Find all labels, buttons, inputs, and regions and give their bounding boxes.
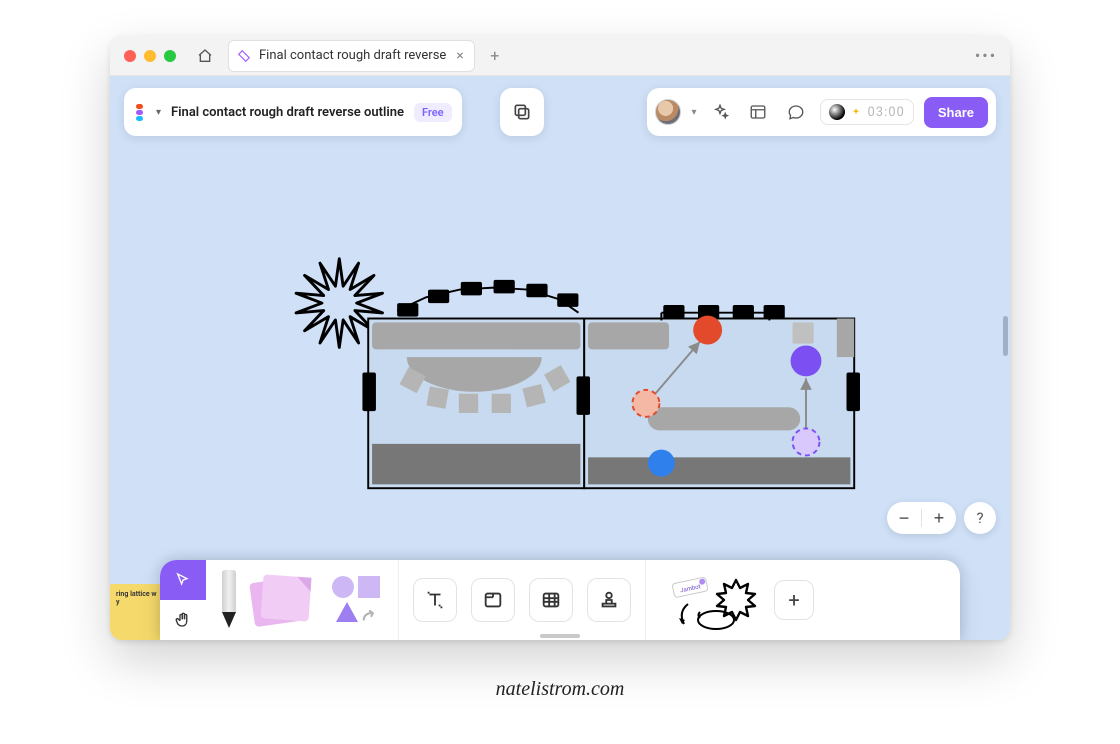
hand-tool[interactable]: [160, 600, 206, 640]
record-icon: [829, 104, 845, 120]
section-tool[interactable]: [471, 578, 515, 622]
canvas[interactable]: ▾ Final contact rough draft reverse outl…: [110, 76, 1010, 640]
tool-section-draw: [206, 560, 398, 640]
pointer-tool[interactable]: [160, 560, 206, 600]
plan-badge: Free: [414, 103, 452, 122]
new-tab-button[interactable]: +: [481, 42, 509, 70]
file-title: Final contact rough draft reverse outlin…: [171, 105, 404, 120]
zoom-controls: − +: [887, 502, 956, 534]
chevron-down-icon[interactable]: ▾: [156, 107, 161, 118]
file-chip[interactable]: ▾ Final contact rough draft reverse outl…: [124, 88, 462, 136]
tool-section-structure: [398, 560, 645, 640]
tool-section-widgets: Jambot +: [645, 560, 828, 640]
sticky-note-left[interactable]: ring lattice w y: [110, 584, 164, 640]
duplicate-button[interactable]: [500, 88, 544, 136]
more-tools-button[interactable]: +: [774, 580, 814, 620]
figjam-icon: [237, 49, 251, 63]
user-avatar[interactable]: [655, 99, 681, 125]
window-close-button[interactable]: [124, 50, 136, 62]
tab-close-icon[interactable]: ×: [454, 48, 465, 64]
text-tool[interactable]: [413, 578, 457, 622]
bottom-toolbar: Jambot +: [160, 560, 960, 640]
sticky-left-text: ring lattice w y: [116, 590, 157, 606]
window-menu-button[interactable]: •••: [970, 42, 1002, 70]
pencil-tool[interactable]: [220, 570, 238, 630]
comment-button[interactable]: [782, 98, 810, 126]
collab-toolbar: ▾ 03:00 Share: [647, 88, 996, 136]
tab-title: Final contact rough draft reverse: [259, 48, 446, 63]
widget-preview[interactable]: Jambot: [660, 570, 760, 630]
help-button[interactable]: ?: [964, 502, 996, 534]
home-button[interactable]: [188, 42, 222, 70]
stamp-tool[interactable]: [587, 578, 631, 622]
table-tool[interactable]: [529, 578, 573, 622]
zoom-in-button[interactable]: +: [922, 502, 956, 534]
figma-logo-icon: [136, 104, 150, 121]
vertical-scrollbar[interactable]: [1003, 316, 1008, 356]
window-title-bar: Final contact rough draft reverse × + ••…: [110, 36, 1010, 76]
avatar-chevron-icon[interactable]: ▾: [691, 107, 696, 118]
traffic-lights: [118, 50, 182, 62]
shapes-tool[interactable]: [328, 574, 384, 626]
sparkle-icon: [851, 107, 861, 117]
sticky-note-tool[interactable]: [252, 574, 314, 626]
drawing-floorplan[interactable]: [320, 256, 830, 506]
window-maximize-button[interactable]: [164, 50, 176, 62]
app-window: Final contact rough draft reverse × + ••…: [110, 36, 1010, 640]
share-button[interactable]: Share: [924, 97, 988, 128]
layout-button[interactable]: [744, 98, 772, 126]
timer-value: 03:00: [867, 105, 904, 120]
ai-sparkle-button[interactable]: [706, 98, 734, 126]
page-caption: natelistrom.com: [0, 678, 1120, 701]
zoom-out-button[interactable]: −: [887, 502, 921, 534]
timer-chip[interactable]: 03:00: [820, 99, 913, 125]
toolbar-drag-handle[interactable]: [540, 634, 580, 638]
tab-current-file[interactable]: Final contact rough draft reverse ×: [228, 40, 475, 72]
window-minimize-button[interactable]: [144, 50, 156, 62]
